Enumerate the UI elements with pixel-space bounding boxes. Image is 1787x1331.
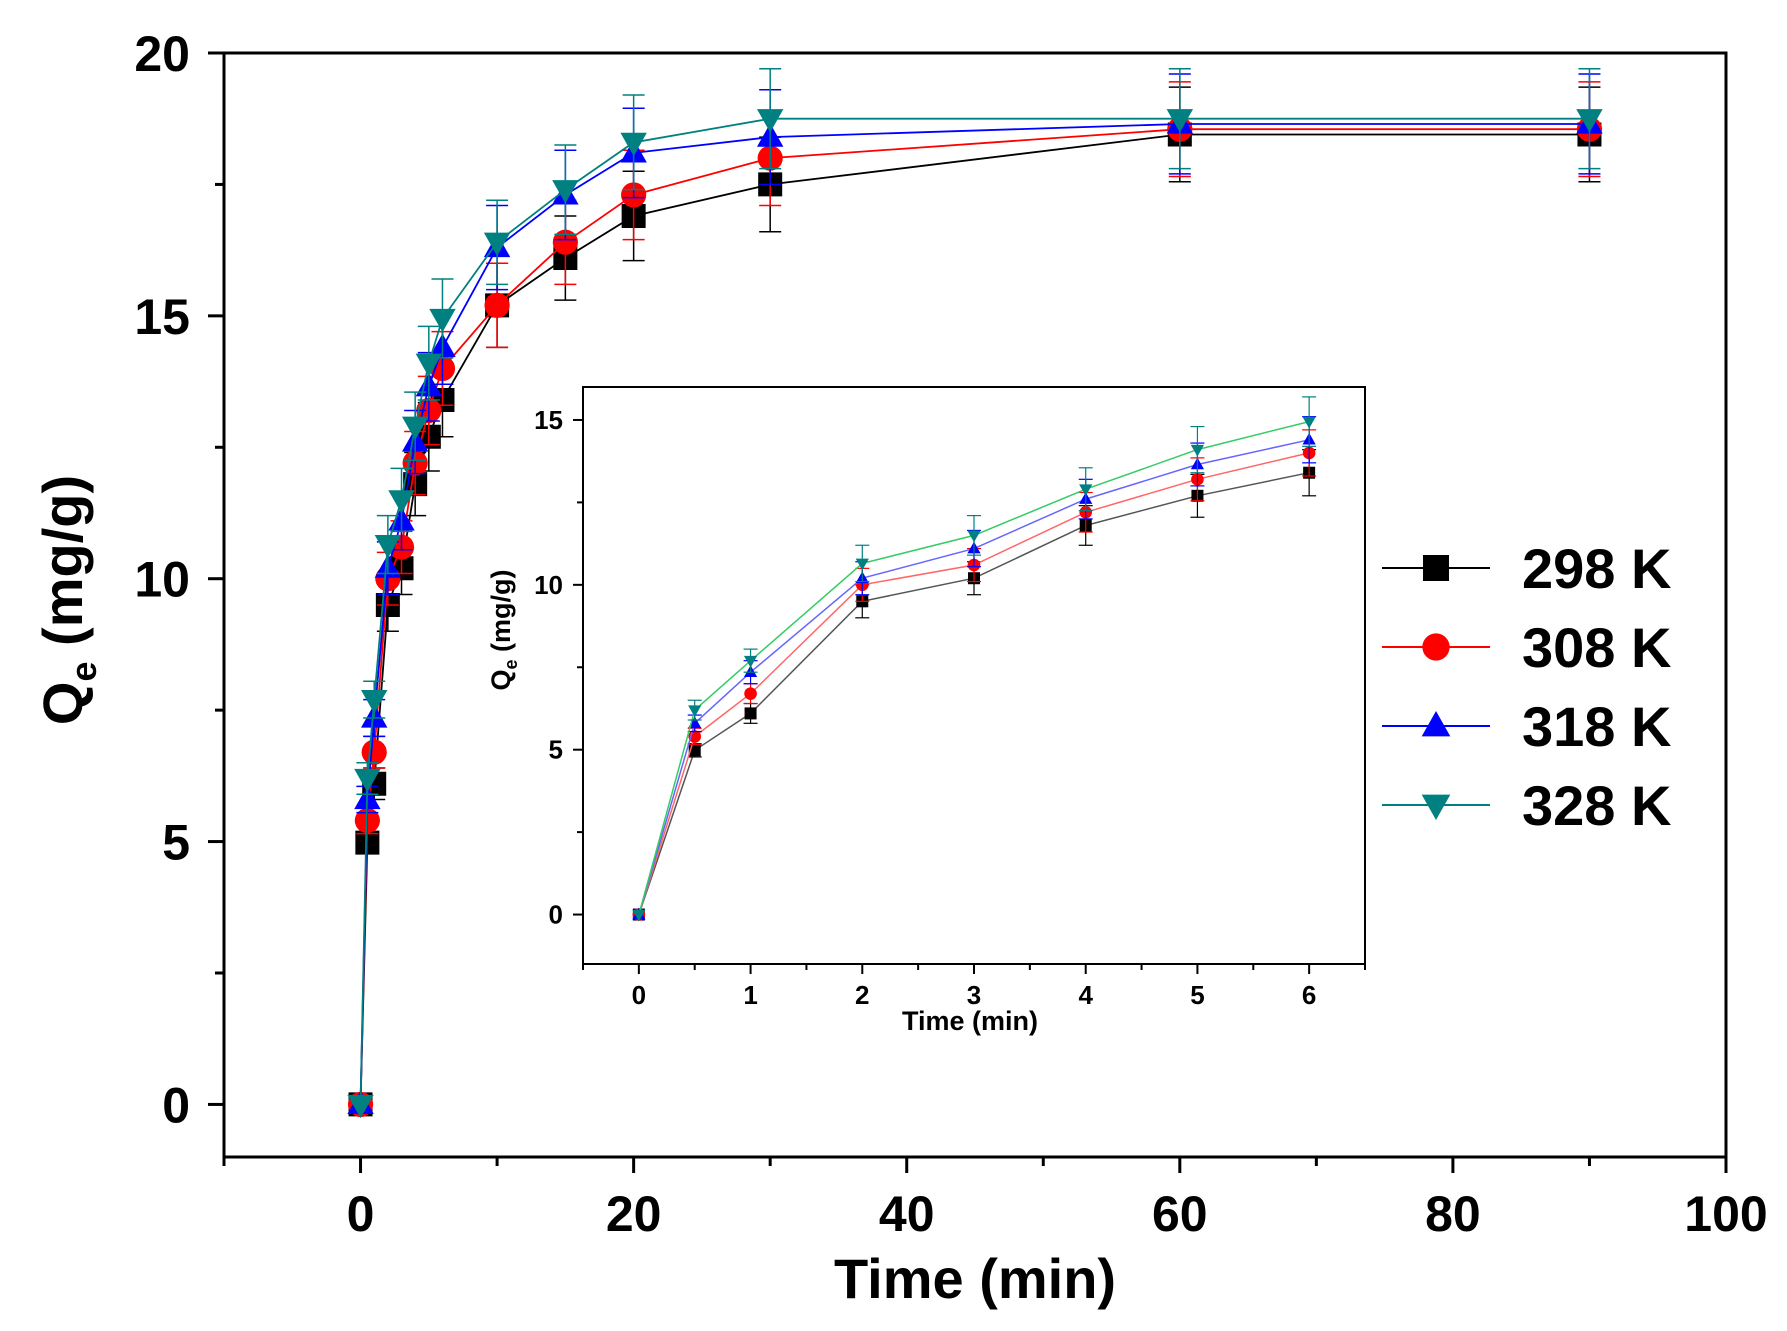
main-data-point — [1576, 109, 1603, 133]
inset-x-tick-label: 4 — [1078, 980, 1093, 1010]
main-data-point — [361, 690, 388, 714]
main-series-328-k — [347, 68, 1603, 1119]
main-data-point — [1166, 109, 1194, 133]
inset-x-tick-label: 2 — [855, 980, 869, 1010]
main-y-axis-unit: (mg/g) — [31, 475, 94, 662]
main-x-ticks: 0 20 40 60 80 100 — [222, 1157, 1768, 1242]
inset-y-tick-label: 0 — [549, 900, 563, 930]
inset-data-point — [688, 705, 702, 718]
main-data-point — [484, 292, 510, 318]
inset-series-layer — [632, 396, 1317, 922]
main-y-tick-label: 5 — [162, 815, 190, 871]
inset-data-point — [967, 530, 981, 543]
main-x-tick-label: 40 — [879, 1186, 935, 1242]
inset-series-line — [638, 439, 1310, 915]
main-y-tick-label: 20 — [134, 26, 190, 82]
main-x-tick-label: 60 — [1152, 1186, 1208, 1242]
inset-data-point — [1190, 444, 1205, 457]
legend-marker — [1423, 555, 1449, 581]
legend-item-308-k: 308 K — [1382, 616, 1671, 679]
legend-marker — [1422, 633, 1450, 661]
legend-marker — [1421, 794, 1451, 820]
inset-y-tick-label: 15 — [534, 405, 563, 435]
main-data-point — [552, 180, 579, 204]
inset-data-point — [632, 909, 646, 922]
main-y-axis-q: Q — [31, 682, 94, 726]
inset-series-line — [638, 471, 1310, 915]
main-y-ticks: 0 5 10 15 20 — [134, 26, 224, 1133]
inset-y-axis-title: Qe (mg/g) — [486, 569, 521, 690]
legend-item-298-k: 298 K — [1382, 537, 1671, 600]
legend-item-328-k: 328 K — [1382, 774, 1671, 837]
main-y-tick-label: 10 — [134, 552, 190, 608]
main-data-point — [620, 132, 647, 157]
legend-marker — [1421, 711, 1451, 737]
legend-label: 318 K — [1522, 695, 1671, 758]
main-y-tick-label: 15 — [134, 289, 190, 345]
legend-label: 308 K — [1522, 616, 1671, 679]
main-data-point — [756, 109, 784, 133]
main-series-line — [359, 117, 1590, 1105]
main-x-tick-label: 80 — [1425, 1186, 1481, 1242]
inset-data-point — [743, 655, 758, 668]
main-data-point — [415, 353, 443, 377]
inset-x-tick-label: 5 — [1190, 980, 1204, 1010]
inset-x-tick-label: 1 — [743, 980, 757, 1010]
main-data-point — [388, 490, 415, 514]
main-data-point — [347, 1094, 374, 1119]
inset-y-tick-label: 10 — [534, 570, 563, 600]
main-y-axis-title: Qe (mg/g) — [31, 475, 104, 725]
inset-x-tick-label: 6 — [1302, 980, 1316, 1010]
inset-data-point — [1302, 416, 1316, 429]
main-y-tick-label: 0 — [162, 1077, 190, 1133]
main-plot-frame — [222, 51, 1728, 1159]
inset-data-point — [744, 707, 757, 720]
main-x-tick-label: 20 — [606, 1186, 662, 1242]
inset-x-tick-label: 0 — [632, 980, 646, 1010]
inset-y-axis-subscript: e — [501, 659, 521, 669]
inset-x-ticks: 0 1 2 3 4 5 6 — [582, 964, 1366, 1010]
inset-background — [583, 387, 1365, 964]
inset-data-point — [1079, 484, 1093, 497]
legend-label: 298 K — [1522, 537, 1671, 600]
legend-label: 328 K — [1522, 774, 1671, 837]
main-data-point — [401, 416, 429, 441]
main-x-tick-label: 100 — [1684, 1186, 1767, 1242]
inset-series-line — [638, 420, 1310, 915]
legend: 298 K 308 K 318 K 328 K — [1382, 537, 1671, 837]
inset-data-point — [855, 558, 869, 571]
main-data-point — [361, 739, 387, 765]
inset-y-axis-q: Q — [486, 669, 516, 690]
inset-series-line — [638, 452, 1310, 915]
main-data-point — [429, 308, 456, 333]
main-data-point — [354, 768, 381, 793]
inset-y-axis-unit: (mg/g) — [486, 569, 516, 659]
main-y-axis-subscript: e — [63, 662, 104, 682]
legend-item-318-k: 318 K — [1382, 695, 1671, 758]
inset-y-ticks: 0 5 10 15 — [534, 405, 583, 930]
inset-y-tick-label: 5 — [549, 735, 563, 765]
main-data-point — [552, 229, 578, 255]
main-x-tick-label: 0 — [347, 1186, 375, 1242]
main-x-axis-title: Time (min) — [834, 1247, 1116, 1310]
inset-data-point — [744, 687, 757, 700]
main-series-layer — [347, 68, 1603, 1119]
inset-series-328-k — [632, 396, 1317, 922]
inset-x-axis-title: Time (min) — [902, 1006, 1038, 1036]
main-data-point — [374, 534, 402, 559]
inset-x-tick-label: 3 — [967, 980, 981, 1010]
inset-plot: 0 1 2 3 4 5 6 0 5 10 15 Time (min) Qe (mg/g) — [486, 386, 1366, 1036]
main-data-point — [483, 232, 511, 257]
inset-data-point — [688, 716, 702, 729]
